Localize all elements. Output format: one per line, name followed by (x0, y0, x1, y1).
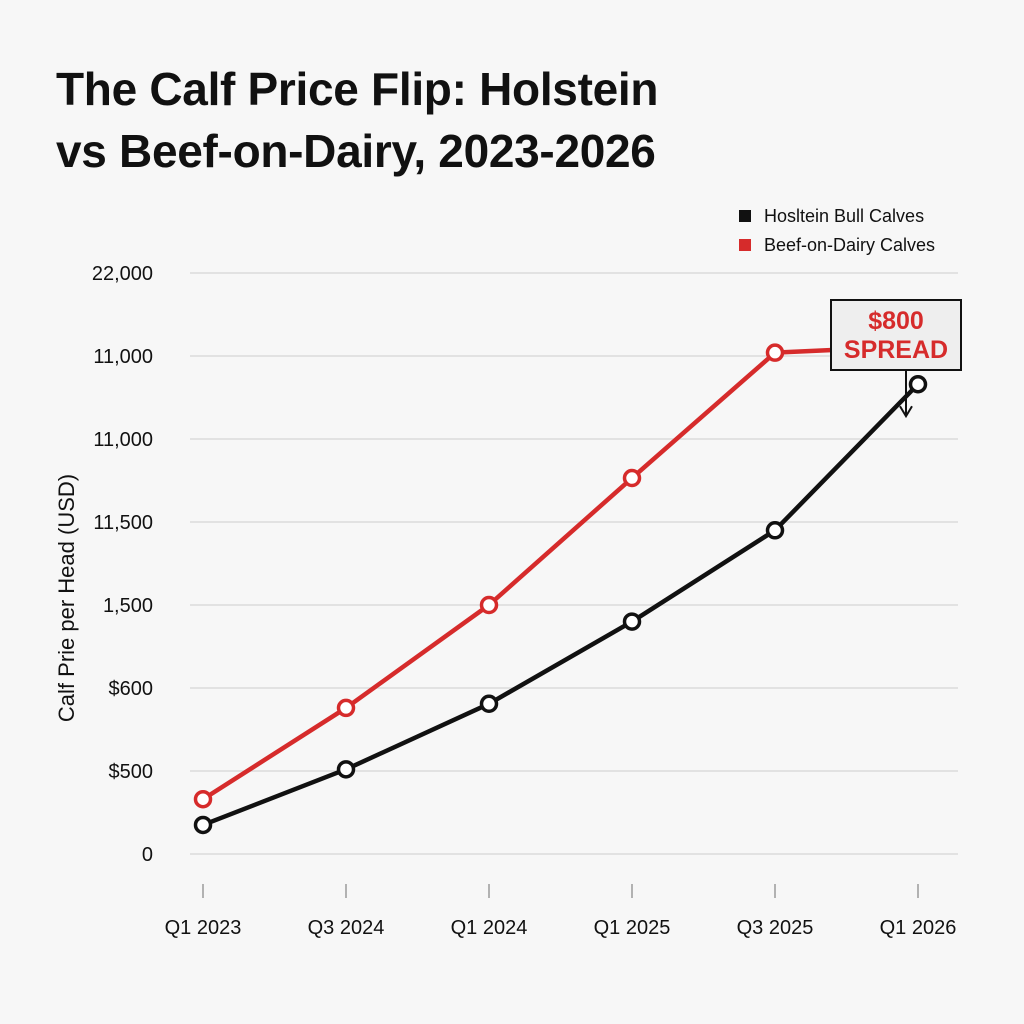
series-line-2 (200, 343, 921, 802)
callout-text: SPREAD (844, 336, 948, 364)
x-tick-label: Q1 2024 (451, 917, 528, 939)
callout-box (830, 299, 962, 371)
x-tick-label: Q1 2023 (165, 917, 242, 939)
series-2-point (193, 789, 213, 809)
series-2-point (765, 343, 785, 362)
series-2-point (336, 698, 356, 718)
x-tick-label: Q1 2025 (594, 917, 671, 939)
y-tick-label: 1,500 (103, 595, 153, 617)
x-tick-label: Q3 2024 (308, 917, 385, 939)
y-tick-label: 11,000 (93, 429, 153, 451)
series-1-point (336, 760, 356, 779)
series-1-point (908, 374, 928, 394)
callout-arrowhead (899, 405, 913, 419)
y-tick-label: $500 (109, 761, 154, 783)
series-1-point (479, 694, 499, 714)
y-tick-label: $600 (109, 678, 154, 700)
legend-swatch (739, 210, 751, 222)
series-1-point (622, 612, 642, 631)
series-1-point (765, 521, 785, 540)
chart-title-line-1: The Calf Price Flip: Holstein (56, 63, 659, 115)
legend-label: Hosltein Bull Calves (764, 206, 924, 226)
y-axis-title: Calf Prie per Head (USD) (54, 474, 79, 722)
x-tick-label: Q3 2025 (737, 917, 814, 939)
y-tick-label: 11,500 (93, 512, 153, 534)
legend-label: Beef-on-Dairy Calves (764, 235, 935, 255)
series-2-point (622, 468, 642, 488)
series-layer (193, 336, 928, 835)
series-line-1 (200, 381, 921, 828)
series-1-point (193, 815, 213, 835)
x-tick-label: Q1 2026 (880, 917, 957, 939)
y-axis-ticks: 0 $500 $600 1,500 11,500 11,000 11,000 22,000 (92, 263, 153, 866)
y-tick-label: 0 (142, 844, 153, 866)
x-axis-ticks: Q1 2023 Q3 2024 Q1 2024 Q1 2025 Q3 2025 Q1 20… (165, 884, 957, 939)
legend: Hosltein Bull Calves Beef-on-Dairy Calves (739, 206, 935, 255)
callout-text: $800 (868, 307, 924, 335)
legend-swatch (739, 239, 751, 251)
series-2-point (479, 595, 499, 615)
chart-title: The Calf Price Flip: Holstein vs Beef-on… (56, 58, 956, 182)
chart-title-line-2: vs Beef-on-Dairy, 2023-2026 (56, 125, 656, 177)
y-tick-label: 22,000 (92, 263, 153, 285)
y-tick-label: 11,000 (93, 346, 153, 368)
